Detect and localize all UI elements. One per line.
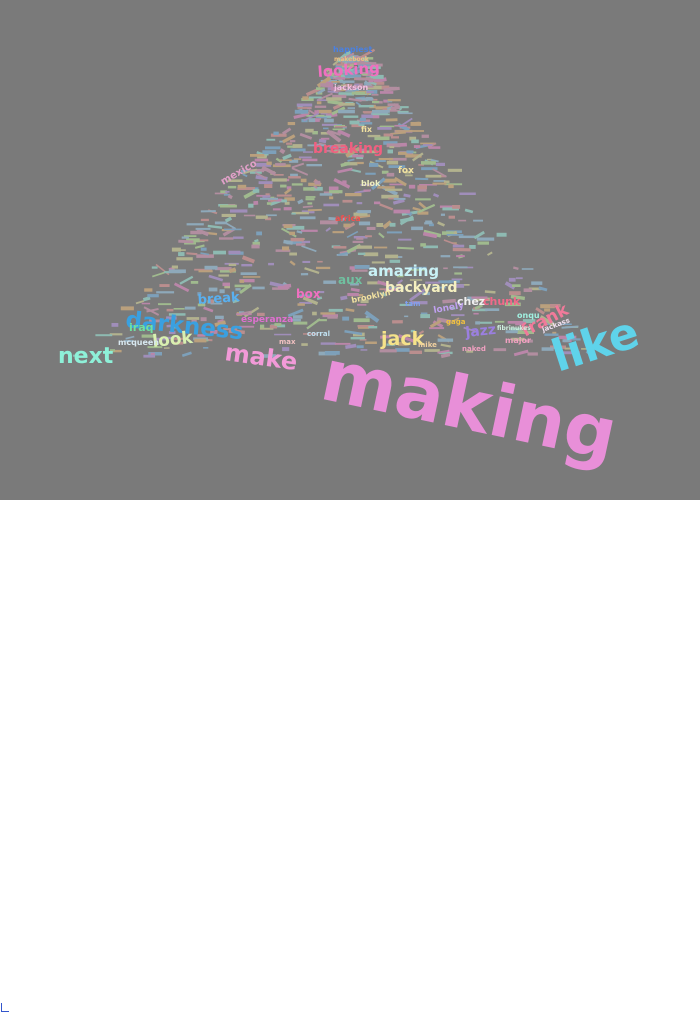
- word-makebook: makebook: [334, 56, 370, 63]
- word-break: break: [197, 290, 240, 308]
- word-iraq: iraq: [129, 321, 154, 334]
- word-jazz: jazz: [464, 322, 497, 341]
- word-backyard: backyard: [385, 280, 458, 296]
- word-africa: africa: [335, 214, 361, 223]
- word-mcqueen: mcqueen: [118, 338, 159, 347]
- word-next: next: [58, 344, 114, 369]
- word-tam: tam: [405, 300, 420, 308]
- word-onqu: onqu: [517, 311, 540, 320]
- word-cloud-canvas: making like next make darkness look jack frank j…: [0, 0, 700, 500]
- word-gaga: gaga: [446, 318, 466, 326]
- filler-word-texture: [72, 48, 596, 360]
- word-fibrinukes: fibrinukes: [497, 325, 531, 332]
- word-look: look: [151, 328, 194, 352]
- word-mike: mike: [418, 341, 437, 349]
- word-jack: jack: [380, 328, 425, 350]
- word-lonely: lonely: [433, 301, 465, 316]
- word-blok: blok: [361, 179, 381, 188]
- word-esperanza: esperanza: [241, 315, 293, 325]
- word-jackson: jackson: [333, 83, 368, 92]
- word-chez: chez: [457, 295, 485, 308]
- word-naked: naked: [462, 345, 486, 353]
- word-box: box: [296, 287, 321, 301]
- word-max: max: [279, 338, 296, 346]
- word-amazing: amazing: [368, 262, 439, 280]
- corner-bracket-icon: [1, 1003, 9, 1012]
- word-fix: fix: [361, 125, 373, 134]
- word-happiest: happiest: [333, 45, 372, 54]
- word-looking: looking: [317, 59, 380, 81]
- footer-strip: [0, 500, 700, 1012]
- word-fox: fox: [398, 166, 414, 176]
- word-chunk: chunk: [483, 295, 521, 308]
- word-major: major: [505, 336, 531, 345]
- word-corral: corral: [307, 330, 330, 338]
- word-breaking: breaking: [313, 141, 383, 157]
- word-aux: aux: [338, 273, 363, 287]
